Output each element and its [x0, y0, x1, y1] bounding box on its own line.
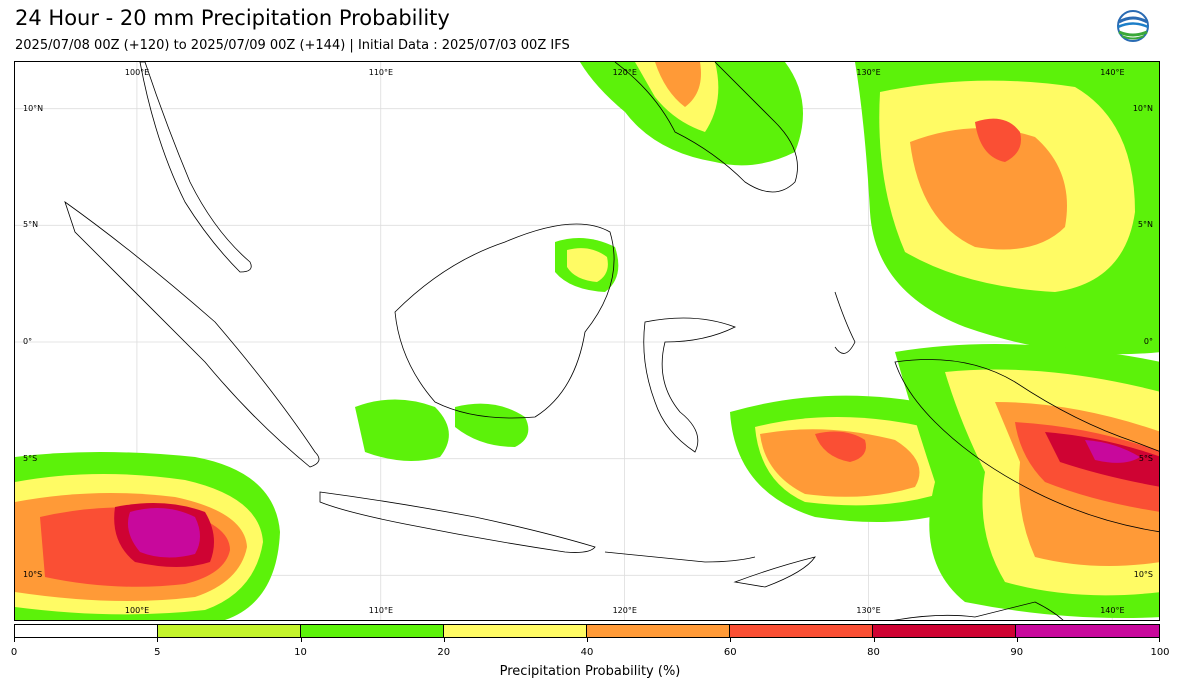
colorbar-tick-mark [873, 638, 875, 642]
colorbar-segment [301, 625, 444, 637]
lat-label-left: 5°N [23, 220, 39, 230]
colorbar-tick-label: 80 [867, 647, 880, 658]
colorbar-tick-label: 40 [580, 647, 594, 658]
colorbar-tick-mark [1159, 638, 1160, 642]
colorbar-tick-label: 60 [723, 647, 737, 658]
halmahera-coast [834, 291, 856, 354]
lat-label-right: 5°S [1138, 453, 1153, 463]
probability-areas [15, 62, 1159, 620]
lat-label-left: 5°S [23, 453, 38, 463]
prob-area-central-10b [455, 403, 529, 447]
colorbar-tick-label: 5 [154, 647, 161, 658]
colorbar-segment [587, 625, 730, 637]
colorbar-tick-mark [1016, 638, 1018, 642]
lat-label-right: 10°S [1133, 570, 1153, 580]
colorbar-tick-label: 90 [1010, 647, 1024, 658]
australia-coast [893, 601, 1064, 620]
colorbar-tick-label: 100 [1150, 647, 1170, 658]
lon-label-top: 110°E [368, 68, 394, 77]
prob-area-sw-90 [127, 508, 200, 558]
java-coast [319, 491, 596, 553]
malay-peninsula-coast [139, 62, 252, 273]
lon-label-bottom: 100°E [124, 606, 150, 615]
prob-area-north-40 [655, 62, 701, 107]
prob-area-ne-60 [975, 118, 1021, 162]
colorbar-segment [873, 625, 1016, 637]
lon-label-bottom: 110°E [368, 606, 394, 615]
nusa-tenggara-coast [604, 551, 756, 563]
lat-label-right: 5°N [1137, 220, 1153, 230]
papua-coast [894, 359, 1159, 533]
chart-title: 24 Hour - 20 mm Precipitation Probabilit… [15, 6, 450, 30]
colorbar-segment [730, 625, 873, 637]
colorbar [14, 624, 1160, 638]
colorbar-tick-mark [14, 638, 15, 642]
chart-subtitle: 2025/07/08 00Z (+120) to 2025/07/09 00Z … [15, 38, 570, 53]
colorbar-tick-mark [587, 638, 588, 642]
colorbar-label: Precipitation Probability (%) [499, 664, 681, 679]
colorbar-tick-mark [443, 638, 445, 642]
sulawesi-coast [643, 317, 736, 453]
colorbar-segment [444, 625, 587, 637]
colorbar-tick-mark [157, 638, 159, 642]
coastlines [64, 62, 1159, 620]
prob-area-borneo-20 [567, 248, 608, 282]
colorbar-segment [158, 625, 301, 637]
lat-label-left: 10°S [23, 570, 43, 580]
lon-label-bottom: 140°E [1100, 606, 1125, 615]
colorbar-segment [15, 625, 158, 637]
lon-label-top: 120°E [612, 68, 637, 77]
lat-label-left: 0° [23, 337, 33, 346]
colorbar-tick-label: 10 [294, 647, 307, 658]
bmkg-logo [1114, 10, 1152, 56]
lon-label-top: 140°E [1100, 68, 1125, 77]
colorbar-segment [1016, 625, 1159, 637]
colorbar-tick-mark [730, 638, 732, 642]
philippines-coast [614, 62, 798, 193]
prob-area-se-40 [760, 429, 920, 497]
lon-label-top: 130°E [856, 68, 881, 77]
lon-label-top: 100°E [124, 68, 150, 77]
colorbar-tick-mark [300, 638, 302, 642]
prob-area-se-60 [815, 431, 866, 462]
sumatra-coast [64, 200, 320, 468]
timor-coast [733, 556, 816, 588]
borneo-coast [394, 223, 615, 419]
colorbar-tick-label: 20 [437, 647, 451, 658]
lat-label-right: 0° [1143, 337, 1153, 346]
lon-label-bottom: 120°E [612, 606, 637, 615]
precipitation-map: 100°E 100°E 110°E 110°E 120°E 120°E 130°E 130°E… [14, 61, 1160, 621]
prob-area-central-10 [355, 399, 449, 461]
lat-label-left: 10°N [23, 103, 44, 113]
prob-area-ne-40 [910, 128, 1067, 250]
lat-label-right: 10°N [1132, 103, 1153, 113]
prob-area-papua-90 [1085, 440, 1140, 463]
lon-label-bottom: 130°E [856, 606, 881, 615]
colorbar-tick-label: 0 [10, 647, 18, 658]
